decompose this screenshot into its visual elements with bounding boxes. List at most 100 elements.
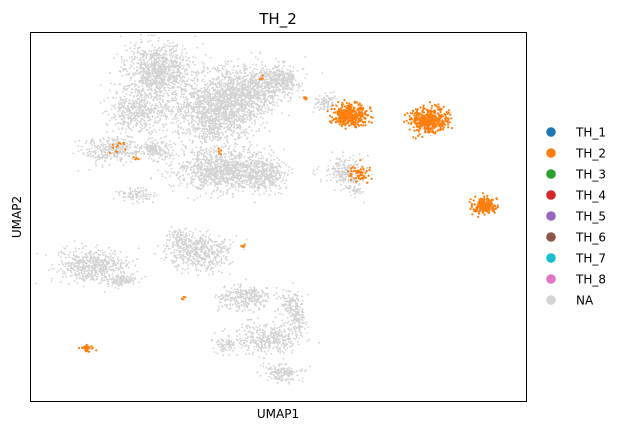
na-point xyxy=(235,93,237,95)
na-point xyxy=(199,102,201,104)
na-point xyxy=(253,201,256,204)
na-point xyxy=(202,100,205,103)
na-point xyxy=(105,122,108,125)
na-point xyxy=(229,103,232,106)
na-point xyxy=(135,105,138,107)
na-point xyxy=(234,169,237,171)
na-point xyxy=(279,79,281,82)
na-point xyxy=(220,85,223,88)
na-point xyxy=(236,165,238,168)
na-point xyxy=(193,71,195,73)
na-point xyxy=(243,130,246,133)
na-point xyxy=(135,71,138,73)
na-point xyxy=(124,107,127,110)
na-point xyxy=(182,174,185,177)
na-point xyxy=(144,124,146,126)
na-point xyxy=(177,109,179,112)
na-point xyxy=(223,76,226,78)
na-point xyxy=(176,69,179,72)
na-point xyxy=(237,90,240,93)
na-point xyxy=(199,164,201,167)
na-point xyxy=(148,127,151,129)
na-point xyxy=(185,107,187,109)
na-point xyxy=(191,121,193,124)
na-point xyxy=(199,95,202,98)
na-point xyxy=(223,111,225,113)
na-point xyxy=(270,91,273,93)
na-point xyxy=(271,112,273,115)
na-point xyxy=(163,136,166,139)
na-point xyxy=(202,98,205,100)
na-point xyxy=(218,97,221,99)
na-point xyxy=(138,63,141,66)
na-point xyxy=(200,158,202,161)
na-point xyxy=(232,85,235,88)
na-point xyxy=(268,83,271,86)
na-point xyxy=(158,119,160,122)
na-point xyxy=(157,88,160,90)
na-point xyxy=(99,101,102,104)
na-point xyxy=(227,105,230,108)
na-point xyxy=(224,105,227,108)
na-point xyxy=(218,77,220,80)
na-point xyxy=(140,38,142,41)
na-point xyxy=(268,87,271,90)
na-point xyxy=(214,120,217,123)
na-point xyxy=(195,87,197,90)
na-point xyxy=(222,133,224,136)
na-point xyxy=(133,58,136,60)
na-point xyxy=(200,87,203,90)
na-point xyxy=(157,109,160,112)
na-point xyxy=(219,195,222,198)
na-point xyxy=(157,40,160,42)
na-point xyxy=(257,157,260,160)
na-point xyxy=(242,90,245,93)
na-point xyxy=(247,109,250,111)
na-point xyxy=(182,56,185,59)
na-point xyxy=(212,67,214,69)
na-point xyxy=(226,141,229,144)
na-point xyxy=(206,180,209,183)
na-point xyxy=(209,151,212,154)
na-point xyxy=(173,51,175,53)
na-point xyxy=(176,71,179,73)
na-point xyxy=(226,60,229,63)
na-point xyxy=(180,87,183,90)
na-point xyxy=(207,176,210,179)
na-point xyxy=(199,167,202,170)
na-point xyxy=(120,56,123,58)
na-point xyxy=(273,87,275,89)
na-point xyxy=(180,182,182,185)
na-point xyxy=(143,98,146,101)
na-point xyxy=(170,60,173,62)
na-point xyxy=(181,132,184,135)
na-point xyxy=(196,89,199,91)
na-point xyxy=(291,70,294,73)
na-point xyxy=(139,126,142,129)
na-point xyxy=(263,147,266,150)
na-point xyxy=(120,123,123,125)
na-point xyxy=(240,165,243,168)
na-point xyxy=(152,56,155,58)
na-point xyxy=(224,60,227,63)
na-point xyxy=(131,113,134,116)
na-point xyxy=(151,111,153,113)
na-point xyxy=(138,101,141,104)
na-point xyxy=(186,102,189,104)
na-point xyxy=(111,117,113,120)
na-point xyxy=(240,167,243,170)
na-point xyxy=(146,80,149,82)
na-point xyxy=(183,153,185,155)
na-point xyxy=(230,125,233,128)
na-point xyxy=(152,124,155,127)
na-point xyxy=(133,111,136,114)
na-point xyxy=(186,105,189,108)
na-point xyxy=(194,130,197,133)
na-point xyxy=(163,92,166,95)
na-point xyxy=(162,126,165,129)
na-point xyxy=(198,158,200,161)
na-point xyxy=(236,65,239,67)
na-point xyxy=(203,127,206,130)
na-point xyxy=(226,84,229,87)
na-point xyxy=(222,68,225,71)
